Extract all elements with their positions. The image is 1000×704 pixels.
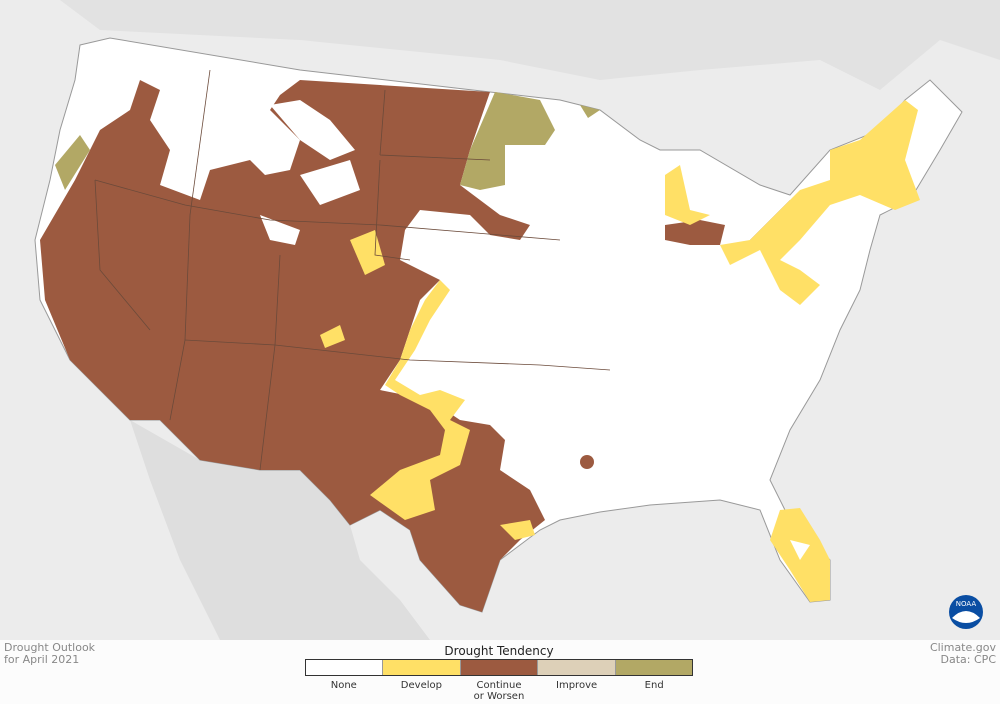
no-drought-patch [790,540,810,560]
title-line: for April 2021 [4,653,80,666]
legend-label: End [644,680,664,691]
state-line [94,179,151,331]
no-drought-patch [260,215,300,245]
drought-develop-mi [665,165,710,225]
legend-title: Drought Tendency [444,644,554,658]
legend-label: None [330,680,357,691]
mexico [130,420,430,640]
legend-swatch [538,660,616,675]
legend-label: Continue or Worsen [473,680,525,702]
state-lines [94,69,611,471]
drought-end-wi [580,105,600,118]
title-line: Drought Outlook [4,641,96,654]
drought-develop-tx [500,520,535,540]
state-line [94,179,561,241]
drought-continue-la [580,455,594,469]
legend-swatch [306,660,384,675]
no-drought-patch [270,100,355,160]
drought-continue-mi [665,220,725,245]
drought-end-wa [55,135,90,190]
legend-swatch [615,660,693,675]
state-line [259,254,281,471]
legend-labels: None Develop Continue or Worsen Improve End [305,680,693,702]
state-line [189,69,211,216]
legend-swatch [383,660,461,675]
drought-end-mn [460,92,555,190]
legend-swatch [460,660,539,675]
credits: Climate.gov Data: CPC [930,642,996,666]
map-title: Drought Outlook for April 2021 [4,642,95,666]
noaa-logo-text: NOAA [956,600,977,608]
drought-develop-co [350,230,385,275]
credit-line: Data: CPC [940,653,996,666]
noaa-logo-wave [952,611,980,623]
state-line [169,339,611,421]
state-line [379,89,491,161]
canada [60,0,1000,90]
state-line [184,214,191,341]
drought-develop-plains [370,280,470,520]
credit-line: Climate.gov [929,641,996,654]
legend-label: Improve [556,680,598,691]
state-line [374,159,411,261]
no-drought-patch [300,160,360,205]
legend-label: Develop [400,680,442,691]
drought-develop-co [320,325,345,348]
map: NOAA [0,0,1000,640]
legend-bar [305,659,693,676]
drought-develop-ne [720,100,920,305]
